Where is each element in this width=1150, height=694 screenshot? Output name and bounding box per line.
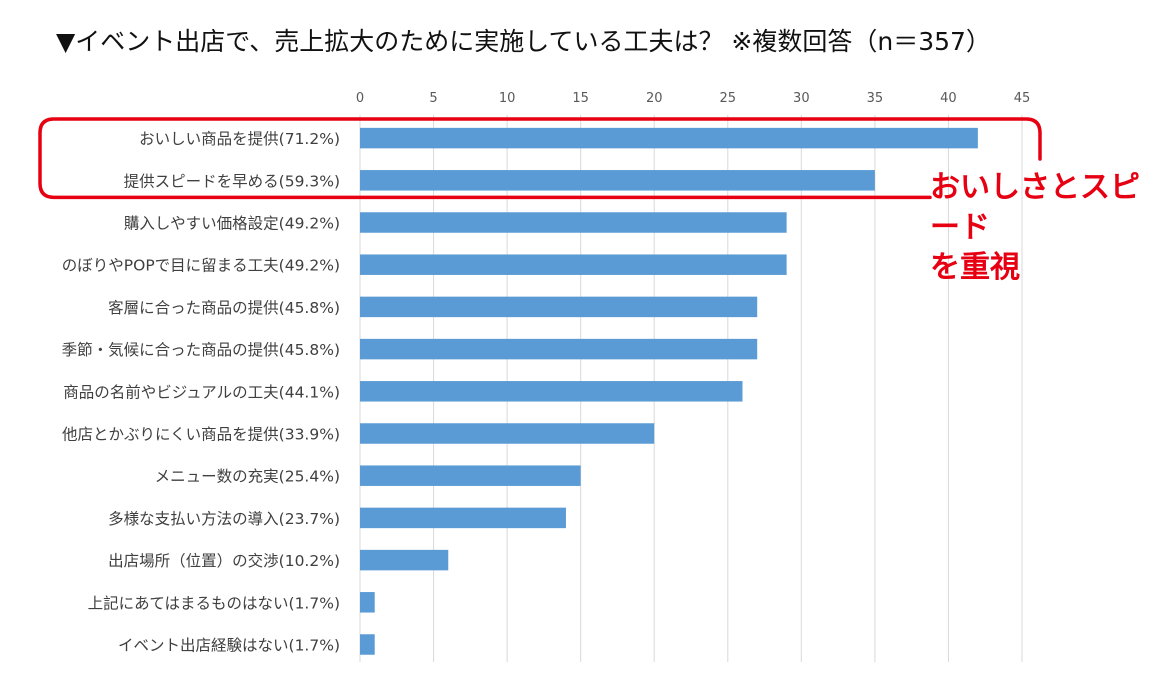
category-label: 客層に合った商品の提供(45.8%) (108, 299, 340, 317)
bar (360, 592, 375, 613)
callout-annotation: おいしさとスピード を重視 (930, 168, 1150, 288)
callout-line-2: を重視 (930, 250, 1020, 285)
category-label: 上記にあてはまるものはない(1.7%) (88, 594, 340, 612)
bar (360, 634, 375, 655)
bar (360, 127, 978, 149)
highlight-frame (38, 117, 1042, 200)
callout-line-1: おいしさとスピード (930, 170, 1140, 245)
x-tick-label: 20 (646, 91, 663, 106)
category-label: 提供スピードを早める(59.3%) (124, 172, 340, 190)
chart-title: ▼イベント出店で、売上拡大のために実施している工夫は？ ※複数回答（n＝357） (56, 27, 991, 56)
x-tick-label: 0 (356, 91, 364, 106)
bar (360, 296, 758, 318)
category-label: のぼりやPOPで目に留まる工夫(49.2%) (62, 257, 340, 275)
bar (360, 212, 787, 233)
bar (360, 338, 758, 360)
category-label: 出店場所（位置）の交渉(10.2%) (108, 552, 340, 570)
x-tick-label: 40 (940, 91, 957, 106)
bar (360, 423, 655, 444)
category-label: イベント出店経験はない(1.7%) (118, 637, 340, 655)
bar (360, 381, 743, 402)
category-label: 商品の名前やビジュアルの工夫(44.1%) (63, 383, 340, 401)
category-label: 多様な支払い方法の導入(23.7%) (108, 510, 340, 528)
category-label: 購入しやすい価格設定(49.2%) (124, 215, 340, 233)
category-label: 季節・気候に合った商品の提供(45.8%) (62, 341, 340, 359)
bar (360, 254, 787, 275)
x-tick-label: 30 (793, 91, 810, 106)
x-tick-label: 15 (572, 91, 589, 106)
category-label: 他店とかぶりにくい商品を提供(33.9%) (62, 426, 340, 444)
category-label: おいしい商品を提供(71.2%) (139, 130, 340, 148)
bar (360, 549, 449, 571)
bar (360, 465, 581, 486)
bar (360, 170, 875, 191)
x-tick-label: 5 (429, 91, 437, 106)
category-label: メニュー数の充実(25.4%) (155, 468, 340, 486)
x-tick-label: 35 (867, 91, 884, 106)
bar (360, 507, 566, 529)
x-tick-label: 10 (499, 91, 516, 106)
x-tick-label: 25 (720, 91, 737, 106)
x-tick-label: 45 (1014, 91, 1031, 106)
